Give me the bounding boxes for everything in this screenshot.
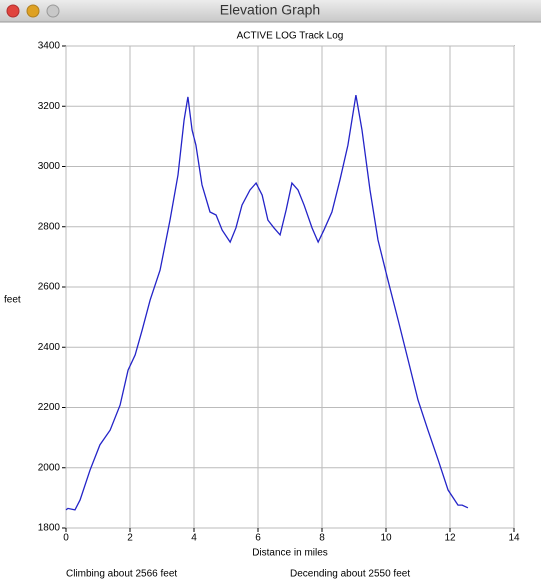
y-axis-label: feet — [4, 295, 21, 306]
y-tick-label: 3200 — [38, 101, 61, 112]
x-tick-label: 4 — [191, 533, 197, 544]
x-tick-label: 0 — [63, 533, 69, 544]
y-tick-label: 2600 — [38, 282, 61, 293]
close-button[interactable] — [6, 4, 20, 18]
x-tick-label: 8 — [319, 533, 325, 544]
y-tick-label: 2000 — [38, 462, 61, 473]
x-tick-label: 6 — [255, 533, 261, 544]
climbing-note: Climbing about 2566 feet — [66, 569, 177, 580]
x-tick-label: 10 — [380, 533, 392, 544]
minimize-button[interactable] — [26, 4, 40, 18]
y-tick-label: 2200 — [38, 402, 61, 413]
x-tick-label: 14 — [508, 533, 520, 544]
x-tick-label: 2 — [127, 533, 133, 544]
descending-note: Decending about 2550 feet — [290, 569, 410, 580]
window-title: Elevation Graph — [220, 2, 320, 18]
y-tick-label: 3000 — [38, 161, 61, 172]
zoom-button[interactable] — [46, 4, 60, 18]
y-tick-label: 2400 — [38, 342, 61, 353]
y-tick-label: 2800 — [38, 221, 61, 232]
y-tick-label: 1800 — [38, 523, 61, 534]
x-axis-label: Distance in miles — [252, 548, 328, 559]
y-tick-label: 3400 — [38, 41, 61, 52]
elevation-line — [65, 94, 469, 511]
title-bar — [0, 0, 541, 22]
chart-title: ACTIVE LOG Track Log — [237, 31, 344, 42]
x-tick-label: 12 — [444, 533, 456, 544]
